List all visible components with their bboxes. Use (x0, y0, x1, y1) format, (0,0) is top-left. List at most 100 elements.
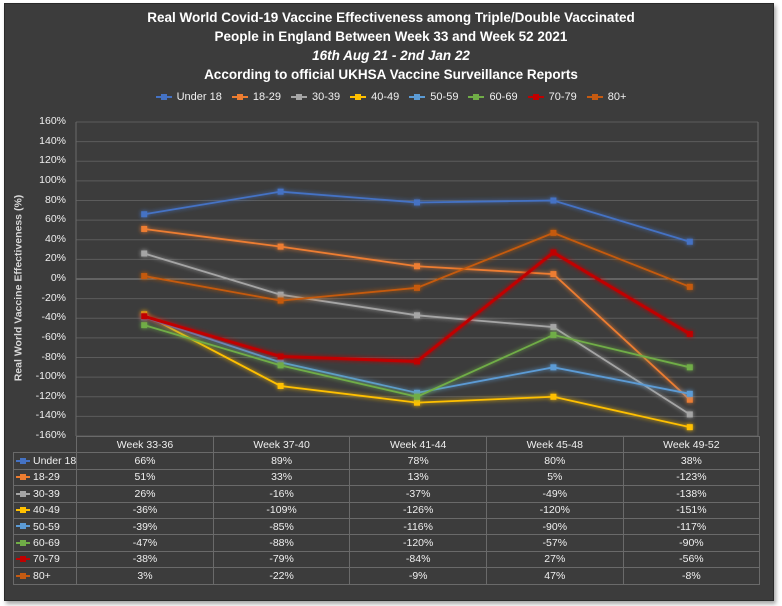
y-tick-label: 60% (44, 213, 66, 226)
data-point (686, 411, 693, 418)
data-label: -8% (622, 567, 761, 585)
y-tick-label: -20% (41, 291, 66, 304)
legend-swatch (350, 92, 367, 102)
data-label: -126% (349, 501, 487, 519)
legend-label: 50-59 (430, 91, 459, 103)
data-point (686, 396, 693, 403)
legend-item: Under 18 (155, 91, 222, 103)
data-label: -117% (622, 517, 761, 536)
series-line (143, 313, 690, 429)
data-point (414, 358, 420, 365)
legend-label: 30-39 (312, 91, 341, 103)
series-60-69 (141, 322, 693, 400)
legend-item: 18-29 (231, 91, 282, 103)
row-series-label: 80+ (12, 567, 78, 585)
data-point (414, 199, 420, 206)
table-row: 80+ 3% -22% -9% 47% -8% (12, 567, 761, 585)
data-table: Week 33-36 Week 37-40 Week 41-44 Week 45-48… (12, 435, 761, 585)
legend-swatch (231, 92, 248, 102)
row-series-label: 18-29 (12, 468, 78, 487)
legend-swatch (527, 92, 544, 102)
data-label: 51% (76, 468, 214, 487)
data-label: -79% (212, 550, 351, 569)
data-label: -90% (622, 534, 761, 552)
legend-item: 80+ (586, 91, 627, 103)
y-tick-label: 80% (44, 193, 66, 206)
data-point (277, 188, 284, 195)
x-category-label: Week 41-44 (349, 435, 487, 454)
y-tick-label: -140% (35, 409, 66, 422)
data-point (414, 389, 420, 396)
legend-swatch (586, 92, 603, 102)
data-label: 47% (485, 567, 624, 585)
data-label: -39% (76, 517, 214, 536)
y-tick-label: 20% (44, 252, 66, 265)
data-label: 38% (622, 452, 761, 470)
y-tick-label: -60% (41, 330, 66, 343)
y-tick-label: 0% (50, 272, 66, 284)
data-label: 66% (76, 452, 214, 470)
data-label: -16% (212, 485, 351, 503)
table-row: 70-79 -38% -79% -84% 27% -56% (12, 550, 761, 569)
data-label: -120% (349, 534, 487, 552)
table-row: 30-39 26% -16% -37% -49% -138% (12, 485, 761, 503)
data-label: 13% (349, 468, 487, 487)
y-tick-label: 160% (39, 115, 66, 127)
data-label: -109% (212, 501, 351, 519)
y-tick-label: -80% (41, 350, 66, 363)
data-label: 89% (212, 452, 351, 470)
series-under-18 (141, 188, 693, 245)
series-line (144, 190, 691, 243)
y-tick-label: -40% (41, 311, 66, 324)
table-corner (14, 437, 77, 453)
series-line (143, 316, 690, 395)
table-row: 18-29 51% 33% 13% 5% -123% (12, 468, 761, 487)
legend-label: 70-79 (548, 91, 577, 103)
data-point (414, 312, 420, 319)
data-point (141, 211, 148, 218)
legend-swatch (409, 92, 426, 102)
legend-item: 40-49 (350, 91, 399, 103)
data-point (550, 393, 557, 400)
data-point (550, 229, 557, 236)
x-category-label: Week 33-36 (76, 435, 214, 454)
series-30-39 (141, 250, 693, 418)
y-tick-label: 120% (39, 154, 66, 167)
data-label: -116% (349, 517, 487, 536)
data-point (414, 393, 420, 400)
legend-label: 18-29 (252, 91, 282, 103)
x-category-label: Week 45-48 (485, 435, 624, 454)
table-row: Under 18 66% 89% 78% 80% 38% (12, 452, 761, 470)
data-label: -123% (622, 468, 761, 487)
data-point (277, 353, 284, 360)
data-label: 33% (212, 468, 351, 487)
data-point (277, 382, 284, 389)
chart-title-line-1: Real World Covid-19 Vaccine Effectivenes… (147, 10, 635, 25)
data-label: -47% (76, 534, 214, 552)
data-point (686, 330, 693, 337)
data-label: -9% (349, 567, 487, 585)
data-point (414, 284, 420, 291)
data-point (277, 243, 284, 250)
series-40-49 (141, 311, 693, 431)
data-label: -151% (622, 501, 761, 519)
data-label: -120% (485, 501, 624, 519)
data-point (686, 424, 693, 431)
legend-swatch (468, 92, 485, 102)
data-point (686, 238, 693, 245)
data-label: -37% (349, 485, 487, 503)
data-label: -88% (212, 534, 351, 552)
table-row: 50-59 -39% -85% -116% -90% -117% (12, 517, 761, 536)
series-70-79 (141, 249, 693, 365)
data-label: 26% (76, 485, 214, 503)
legend-label: 80+ (607, 91, 627, 103)
table-row: 40-49 -36% -109% -126% -120% -151% (12, 501, 761, 519)
y-tick-label: 140% (39, 134, 66, 147)
data-point (686, 283, 693, 290)
data-label: 78% (349, 452, 487, 470)
data-label: -49% (485, 485, 624, 503)
data-point (414, 263, 420, 270)
y-tick-label: 100% (39, 173, 66, 186)
data-label: -90% (485, 517, 624, 536)
y-tick-label: 40% (44, 232, 66, 245)
